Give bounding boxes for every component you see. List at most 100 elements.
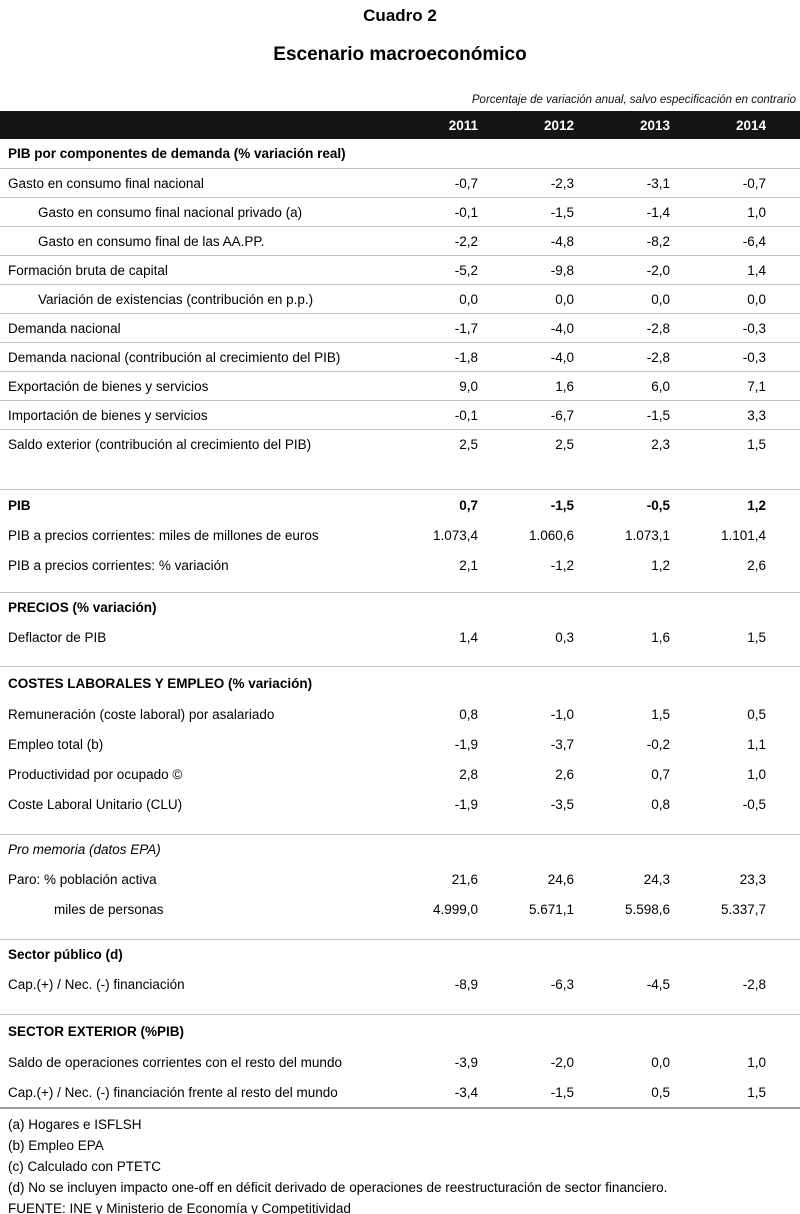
year-header: 2012 [480, 111, 576, 139]
row-label: Empleo total (b) [8, 736, 104, 752]
spacer-row [0, 924, 800, 940]
row-value: -1,5 [480, 1077, 576, 1109]
row-value: -1,9 [454, 796, 478, 812]
row-label: Productividad por ocupado © [8, 766, 183, 782]
table-row: PIB a precios corrientes: % variación 2,… [0, 550, 800, 580]
row-value: -3,1 [576, 168, 672, 198]
row-value: -0,2 [646, 736, 670, 752]
section-header-row: Sector público (d) [0, 939, 800, 969]
row-value: 0,5 [576, 1077, 672, 1109]
row-value: -1,9 [454, 736, 478, 752]
spacer-row [0, 652, 800, 667]
row-value: -8,2 [576, 226, 672, 256]
row-value: 0,0 [576, 284, 672, 314]
footnotes: (a) Hogares e ISFLSH (b) Empleo EPA (c) … [0, 1114, 800, 1214]
source-note: FUENTE: INE y Ministerio de Economía y C… [8, 1201, 351, 1214]
row-value: 1,0 [672, 197, 768, 227]
row-value: 3,3 [672, 400, 768, 430]
units-note: Porcentaje de variación anual, salvo esp… [471, 94, 796, 106]
row-value: 4.999,0 [432, 901, 478, 917]
row-value: 2,3 [651, 436, 670, 452]
row-label: Deflactor de PIB [8, 629, 107, 645]
row-value: -2,0 [550, 1054, 574, 1070]
row-value: -0,3 [672, 342, 768, 372]
spacer-row [0, 580, 800, 593]
row-value: -0,5 [576, 489, 672, 520]
section-header-row: PIB por componentes de demanda (% variac… [0, 139, 800, 169]
row-value: -3,9 [454, 1054, 478, 1070]
table-row: Variación de existencias (contribución e… [0, 284, 800, 314]
row-value: 1.060,6 [528, 527, 574, 543]
table-row: Saldo exterior (contribución al crecimie… [0, 430, 800, 459]
row-value: 9,0 [384, 371, 480, 401]
row-value: 1,1 [747, 736, 766, 752]
section-header: Sector público (d) [0, 939, 800, 969]
row-value: -0,5 [742, 796, 766, 812]
row-value: 1,0 [747, 1054, 766, 1070]
row-label: Paro: % población activa [8, 871, 157, 887]
row-value: -8,9 [454, 976, 478, 992]
row-value: 2,1 [459, 557, 478, 573]
row-value: 23,3 [739, 871, 766, 887]
row-value: -3,7 [550, 736, 574, 752]
row-value: 1.101,4 [720, 527, 766, 543]
section-header: PRECIOS (% variación) [0, 592, 800, 622]
row-label: Saldo de operaciones corrientes con el r… [8, 1054, 342, 1070]
table-row: Gasto en consumo final nacional -0,7 -2,… [0, 168, 800, 198]
row-value: 1,4 [459, 629, 478, 645]
row-value: -2,8 [576, 313, 672, 343]
row-value: 1,0 [747, 766, 766, 782]
table-row: Coste Laboral Unitario (CLU) -1,9 -3,5 0… [0, 789, 800, 819]
table-row: PIB a precios corrientes: miles de millo… [0, 520, 800, 550]
section-header: COSTES LABORALES Y EMPLEO (% variación) [0, 666, 800, 699]
row-value: -4,0 [480, 313, 576, 343]
row-value: -1,0 [550, 706, 574, 722]
row-value: 2,5 [459, 436, 478, 452]
row-label: miles de personas [54, 901, 164, 917]
row-value: -1,5 [480, 197, 576, 227]
row-label: PIB a precios corrientes: miles de millo… [8, 527, 319, 543]
row-label: Gasto en consumo final nacional [0, 168, 384, 198]
row-label: PIB a precios corrientes: % variación [8, 557, 229, 573]
row-value: 21,6 [451, 871, 478, 887]
section-header: Pro memoria (datos EPA) [0, 834, 800, 864]
year-header: 2013 [576, 111, 672, 139]
row-value: -2,0 [576, 255, 672, 285]
row-label: Demanda nacional [0, 313, 384, 343]
row-value: -1,5 [480, 489, 576, 520]
row-value: 0,0 [672, 284, 768, 314]
row-label: Formación bruta de capital [0, 255, 384, 285]
table-row: Cap.(+) / Nec. (-) financiación frente a… [0, 1077, 800, 1109]
table-row: Empleo total (b) -1,9 -3,7 -0,2 1,1 [0, 729, 800, 759]
row-value: 0,8 [459, 706, 478, 722]
row-value: 5.337,7 [720, 901, 766, 917]
table-title: Escenario macroeconómico [273, 44, 527, 65]
table-row: PIB 0,7 -1,5 -0,5 1,2 [0, 489, 800, 520]
row-value: 0,3 [555, 629, 574, 645]
section-header-row: COSTES LABORALES Y EMPLEO (% variación) [0, 666, 800, 699]
row-label: Gasto en consumo final de las AA.PP. [0, 226, 384, 256]
spacer-row [0, 819, 800, 835]
row-value: -2,8 [576, 342, 672, 372]
row-value: 0,7 [651, 766, 670, 782]
row-value: 1,6 [480, 371, 576, 401]
section-header-row: Pro memoria (datos EPA) [0, 834, 800, 864]
row-value: 1,5 [747, 629, 766, 645]
row-label: Variación de existencias (contribución e… [0, 284, 384, 314]
table-row: Deflactor de PIB 1,4 0,3 1,6 1,5 [0, 622, 800, 652]
row-value: -9,8 [480, 255, 576, 285]
row-label: Demanda nacional (contribución al crecim… [0, 342, 384, 372]
row-value: 0,5 [747, 706, 766, 722]
row-value: -4,0 [480, 342, 576, 372]
table-row: Saldo de operaciones corrientes con el r… [0, 1047, 800, 1077]
footnote-c: (c) Calculado con PTETC [8, 1159, 162, 1174]
row-value: -4,5 [646, 976, 670, 992]
row-value: 0,8 [651, 796, 670, 812]
row-value: -0,3 [672, 313, 768, 343]
row-label: Saldo exterior (contribución al crecimie… [8, 436, 312, 452]
row-label: Gasto en consumo final nacional privado … [0, 197, 384, 227]
row-value: -1,2 [550, 557, 574, 573]
year-header: 2014 [672, 111, 768, 139]
row-value: 1.073,1 [624, 527, 670, 543]
row-value: 1,5 [672, 1077, 768, 1109]
